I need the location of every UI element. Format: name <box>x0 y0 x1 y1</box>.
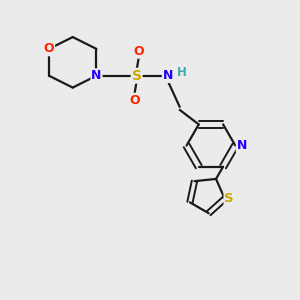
Text: N: N <box>91 69 102 82</box>
Text: S: S <box>224 192 234 205</box>
Text: O: O <box>44 42 54 56</box>
Text: N: N <box>237 139 247 152</box>
Text: H: H <box>177 66 187 79</box>
Text: N: N <box>163 69 173 82</box>
Text: S: S <box>132 69 142 83</box>
Text: O: O <box>134 45 144 58</box>
Text: O: O <box>129 94 140 106</box>
